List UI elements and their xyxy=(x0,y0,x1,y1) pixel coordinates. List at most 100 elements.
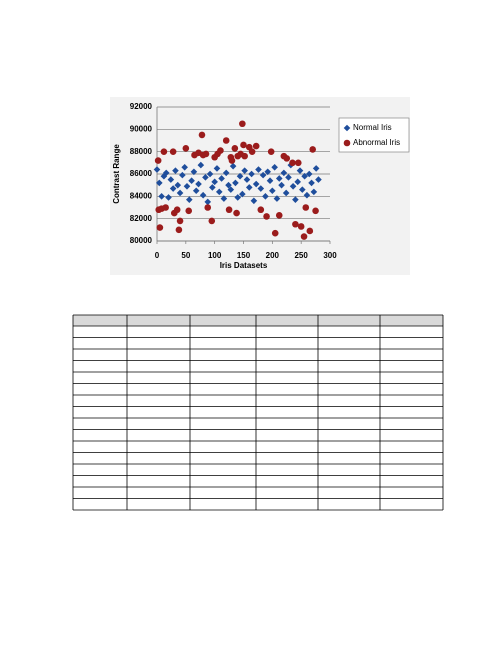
point xyxy=(315,176,322,183)
point xyxy=(269,187,276,195)
point xyxy=(285,174,292,181)
point xyxy=(309,146,317,153)
y-tick-label: 80000 xyxy=(130,236,153,245)
point xyxy=(217,147,224,154)
point xyxy=(153,166,161,173)
point xyxy=(229,162,237,170)
point xyxy=(289,159,296,167)
x-tick-label: 300 xyxy=(323,251,337,260)
point xyxy=(160,148,168,155)
point xyxy=(306,227,314,235)
point xyxy=(169,185,177,192)
point xyxy=(305,170,313,178)
point xyxy=(278,181,285,189)
point xyxy=(283,155,291,162)
point xyxy=(262,193,269,200)
point xyxy=(273,195,281,202)
point xyxy=(204,204,212,211)
point xyxy=(176,189,184,197)
point xyxy=(162,204,169,211)
y-tick-label: 86000 xyxy=(130,169,153,178)
point xyxy=(156,224,164,231)
point xyxy=(218,175,225,182)
x-tick-label: 100 xyxy=(208,251,222,260)
point xyxy=(234,194,242,201)
x-tick-label: 0 xyxy=(155,251,160,260)
point xyxy=(202,174,209,181)
point xyxy=(206,170,214,178)
point xyxy=(232,179,239,187)
legend-box xyxy=(338,117,410,153)
point xyxy=(252,180,260,188)
y-tick-label: 90000 xyxy=(130,124,153,133)
point xyxy=(252,142,260,150)
point xyxy=(257,185,265,192)
point xyxy=(280,169,288,177)
point xyxy=(233,209,240,217)
x-tick-label: 50 xyxy=(181,251,190,260)
legend-marker xyxy=(343,139,351,147)
point xyxy=(198,131,206,139)
point xyxy=(175,226,183,234)
point xyxy=(213,165,221,172)
point xyxy=(174,181,182,189)
point xyxy=(208,217,216,225)
point xyxy=(240,141,247,149)
point xyxy=(222,137,230,144)
table xyxy=(72,314,444,511)
point xyxy=(266,177,274,184)
point xyxy=(301,172,308,180)
legend-label: Normal Iris xyxy=(353,123,392,132)
point xyxy=(264,168,272,176)
point xyxy=(289,182,297,190)
point xyxy=(294,159,302,167)
point xyxy=(225,206,233,214)
point xyxy=(239,190,246,198)
point xyxy=(248,148,256,155)
point xyxy=(250,197,258,205)
point xyxy=(185,207,193,215)
point xyxy=(172,167,179,174)
point xyxy=(241,152,248,160)
point xyxy=(312,207,319,215)
y-tick-label: 88000 xyxy=(130,147,153,156)
point xyxy=(294,178,302,186)
point xyxy=(245,184,253,191)
point xyxy=(173,206,181,214)
point xyxy=(267,148,275,155)
point xyxy=(199,191,207,199)
point xyxy=(296,167,304,174)
point xyxy=(227,186,235,193)
point xyxy=(190,168,198,176)
point xyxy=(257,206,265,214)
point xyxy=(236,172,244,180)
legend-label: Abnormal Iris xyxy=(353,138,400,147)
point xyxy=(312,165,320,172)
x-tick-label: 250 xyxy=(294,251,308,260)
point xyxy=(176,217,184,225)
point xyxy=(195,180,202,188)
point xyxy=(220,195,228,202)
point xyxy=(192,187,200,195)
point xyxy=(271,229,279,237)
y-tick-label: 84000 xyxy=(130,191,153,200)
point xyxy=(204,198,212,206)
point xyxy=(211,178,218,186)
point xyxy=(202,150,210,158)
x-tick-label: 150 xyxy=(237,251,251,260)
point xyxy=(310,188,318,196)
point xyxy=(158,193,165,200)
point xyxy=(292,220,299,228)
point xyxy=(303,191,311,199)
point xyxy=(308,179,315,187)
point xyxy=(239,120,246,128)
point xyxy=(292,196,299,203)
point xyxy=(259,171,267,179)
point xyxy=(197,161,205,169)
point xyxy=(162,169,170,177)
point xyxy=(302,204,310,211)
point xyxy=(282,189,290,197)
point xyxy=(275,175,283,182)
